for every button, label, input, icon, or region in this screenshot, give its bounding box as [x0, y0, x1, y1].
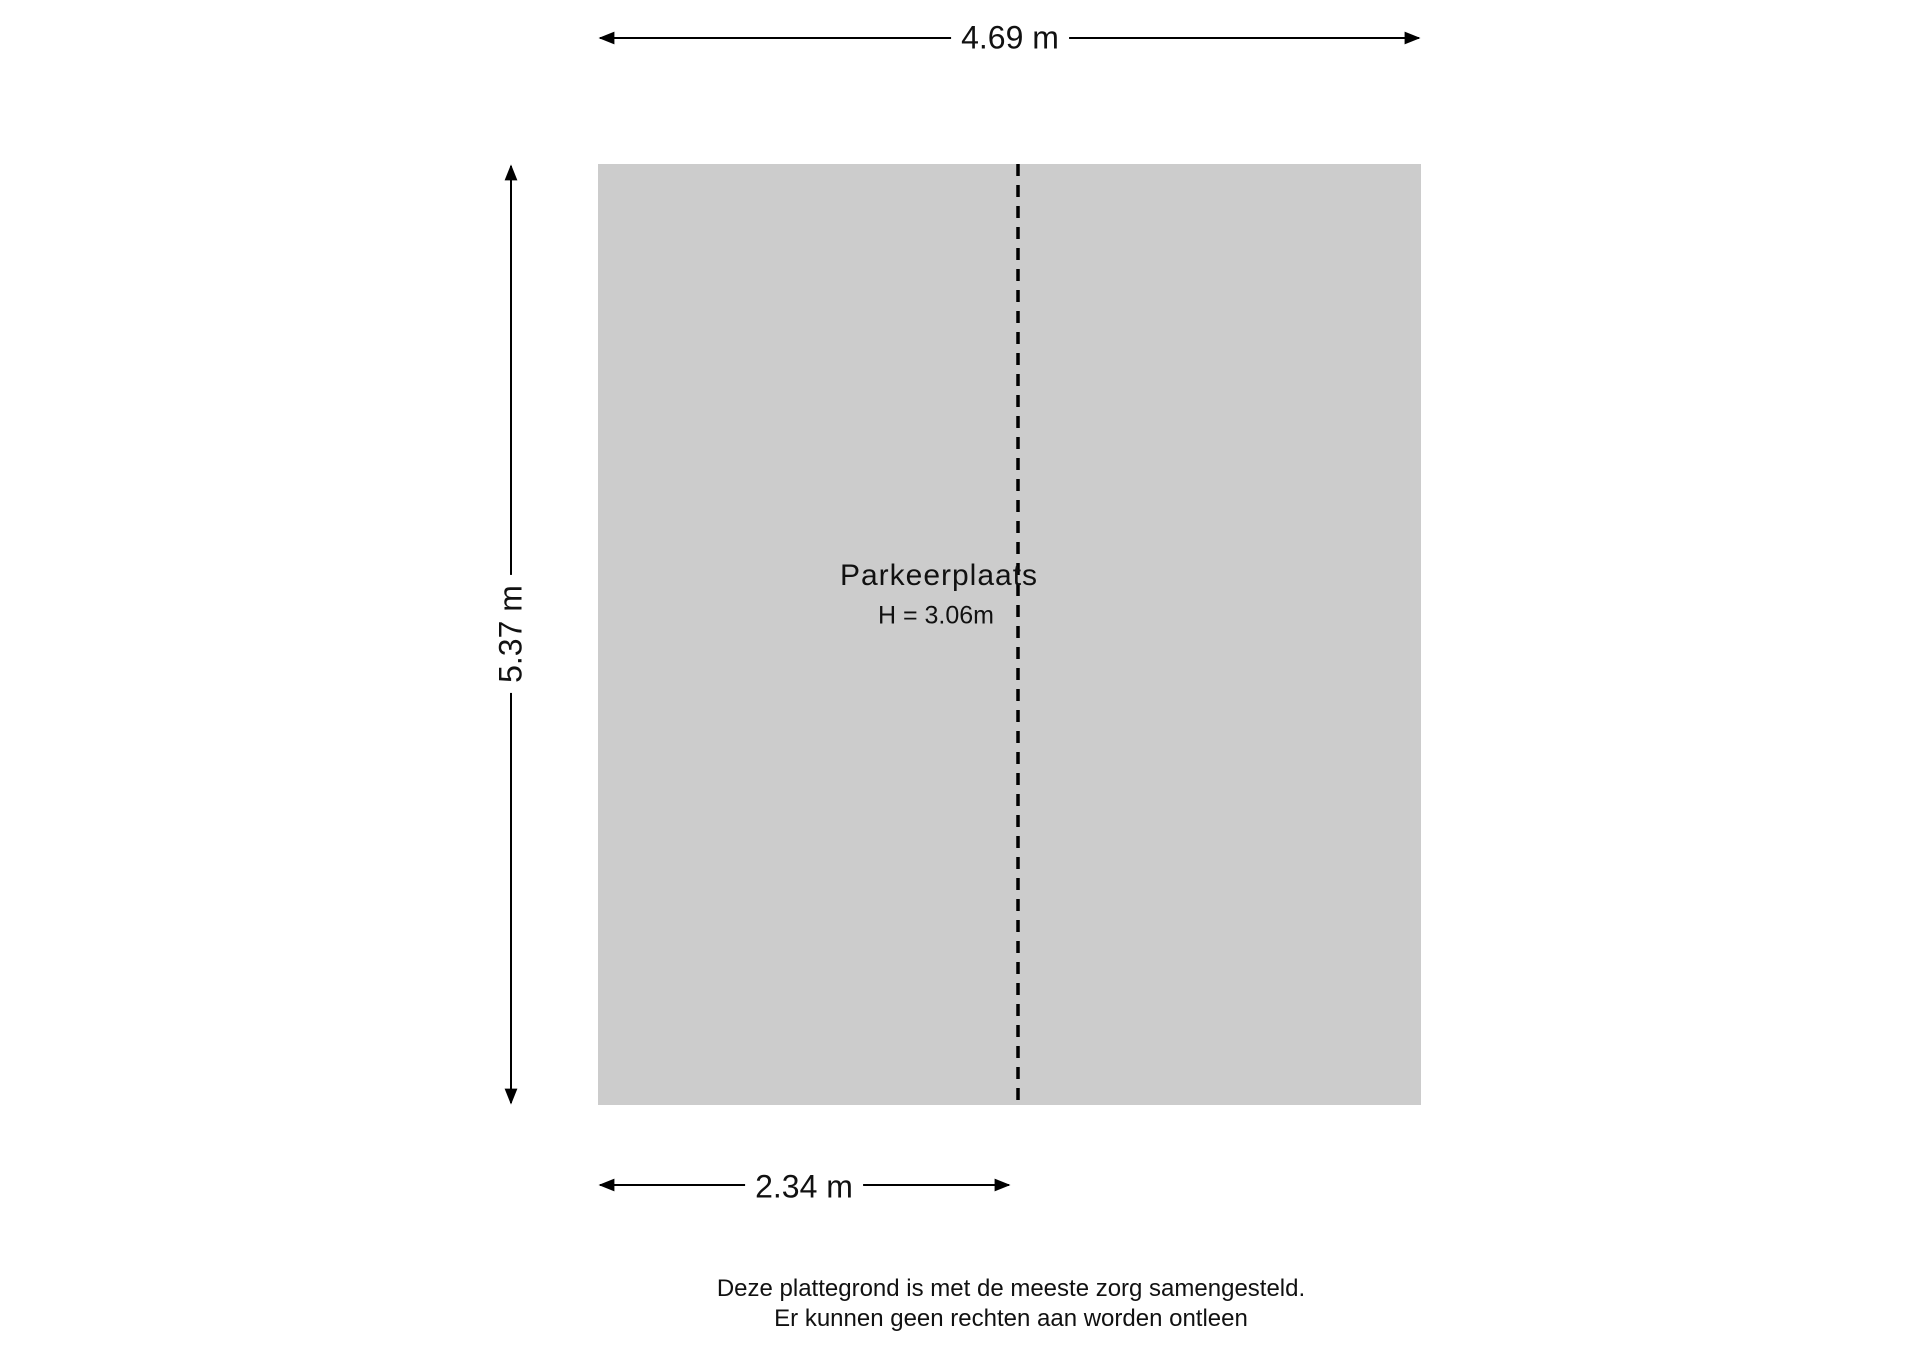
parking-area [598, 164, 1421, 1105]
total-depth-label: 5.37 m [492, 575, 530, 693]
total-width-label: 4.69 m [951, 19, 1069, 57]
partial-width-label: 2.34 m [745, 1168, 863, 1206]
disclaimer-line-1: Deze plattegrond is met de meeste zorg s… [716, 1275, 1306, 1302]
room-name: Parkeerplaats [839, 559, 1039, 592]
disclaimer-line-2: Er kunnen geen rechten aan worden ontlee… [774, 1305, 1248, 1332]
room-height: H = 3.06m [877, 601, 995, 630]
